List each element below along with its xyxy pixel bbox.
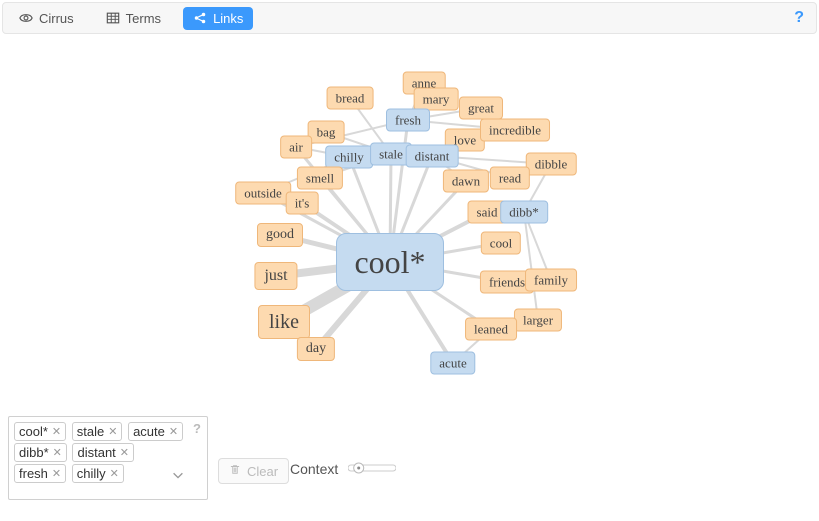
term-tag[interactable]: chilly ✕ [72,464,124,483]
tag-label: cool* [19,424,48,439]
close-icon[interactable]: ✕ [120,446,129,459]
tag-label: fresh [19,466,48,481]
tag-label: stale [77,424,104,439]
term-tag[interactable]: dibb* ✕ [14,443,67,462]
links-graph: annebreadmarygreatfreshbagloveincredible… [0,36,819,414]
close-icon[interactable]: ✕ [53,446,62,459]
graph-node[interactable]: bread [327,87,374,110]
close-icon[interactable]: ✕ [110,467,119,480]
term-tag[interactable]: cool* ✕ [14,422,66,441]
tab-label: Links [213,11,243,26]
tab-label: Terms [126,11,161,26]
term-tag[interactable]: distant ✕ [72,443,134,462]
graph-node[interactable]: bag [308,121,345,144]
help-icon[interactable]: ? [794,9,810,27]
clear-button[interactable]: Clear [218,458,289,484]
tag-label: acute [133,424,165,439]
term-tag[interactable]: stale ✕ [72,422,123,441]
share-icon [193,11,207,25]
graph-node[interactable]: dibble [526,153,577,176]
graph-node[interactable]: smell [297,167,343,190]
graph-node[interactable]: acute [430,352,475,375]
close-icon[interactable]: ✕ [52,425,61,438]
table-icon [106,11,120,25]
graph-node[interactable]: like [258,305,310,339]
graph-node[interactable]: air [280,136,312,159]
graph-node[interactable]: mary [414,88,459,111]
graph-node[interactable]: day [297,337,335,361]
term-tag[interactable]: acute ✕ [128,422,183,441]
graph-node[interactable]: just [254,262,297,290]
clear-label: Clear [247,464,278,479]
chevron-down-icon[interactable] [171,468,185,485]
graph-node[interactable]: dawn [443,170,489,193]
graph-node[interactable]: family [525,269,577,292]
graph-node[interactable]: good [257,223,303,247]
graph-node[interactable]: chilly [325,146,373,169]
central-node[interactable]: cool* [336,233,444,291]
context-label: Context [290,461,338,477]
context-slider[interactable] [348,461,396,475]
graph-node[interactable]: cool [481,232,521,255]
tab-label: Cirrus [39,11,74,26]
graph-node[interactable]: distant [406,145,459,168]
graph-node[interactable]: outside [235,182,291,205]
graph-node[interactable]: great [459,97,503,120]
tab-cirrus[interactable]: Cirrus [9,7,84,30]
panel-help-icon[interactable]: ? [193,421,201,436]
graph-node[interactable]: it's [286,192,319,215]
graph-node[interactable]: incredible [480,119,550,142]
graph-node[interactable]: read [490,167,530,190]
selected-terms-panel: ? cool*✕ stale✕ acute✕ dibb*✕ distant✕ f… [8,416,208,500]
graph-node[interactable]: dibb* [500,201,548,224]
tag-label: dibb* [19,445,49,460]
tag-label: distant [77,445,115,460]
tab-links[interactable]: Links [183,7,253,30]
graph-node[interactable]: larger [514,309,562,332]
tab-terms[interactable]: Terms [96,7,171,30]
trash-icon [229,463,241,479]
eye-icon [19,11,33,25]
graph-node[interactable]: fresh [386,109,430,132]
term-tag[interactable]: fresh ✕ [14,464,66,483]
graph-node[interactable]: leaned [465,318,517,341]
close-icon[interactable]: ✕ [169,425,178,438]
close-icon[interactable]: ✕ [108,425,117,438]
tag-label: chilly [77,466,106,481]
toolbar: Cirrus Terms Links? [2,2,817,34]
close-icon[interactable]: ✕ [52,467,61,480]
